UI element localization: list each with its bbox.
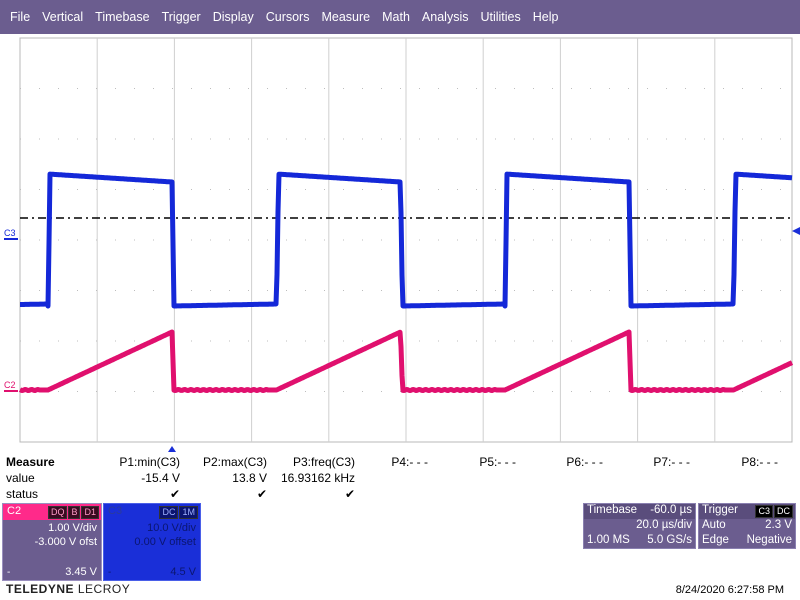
trigger-tag-dc: DC [774,505,793,518]
menu-file[interactable]: File [10,10,31,24]
param-name-p2: P2:max(C3) [202,455,267,469]
trigger-level-arrow-icon [792,227,800,235]
param-value-p2: 13.8 V [232,471,267,485]
param-value-p1: -15.4 V [141,471,180,485]
param-name-p5: P5:- - - [479,455,516,469]
channel-c2-tag-d1: D1 [81,506,99,519]
param-status-p3: ✔ [344,487,355,501]
trigger-type: Edge [702,534,729,546]
channel-c3-name: C3 [108,505,123,517]
menu-bar: File Vertical Timebase Trigger Display Cursor… [0,0,800,34]
trigger-label: Trigger [702,504,738,516]
channel-c2-offset: -3.000 V ofst [34,536,97,548]
datetime-stamp: 8/24/2020 6:27:58 PM [675,584,784,596]
menu-analysis[interactable]: Analysis [421,10,469,24]
channel-c2-foot-right: 3.45 V [65,566,97,578]
param-status-p2: ✔ [256,487,267,501]
param-name-p4: P4:- - - [391,455,428,469]
status-row-label: status [6,487,39,501]
channel-c3-foot-left: - [108,567,112,578]
channel-c3-header: C3 DC 1M [104,504,200,520]
channel-c3-tag-1m: 1M [179,506,198,519]
measure-table[interactable]: Measure value status P1:min(C3) -15.4 V ✔ P… [0,455,800,503]
channel-c2-descriptor[interactable]: C2 DQ B D1 1.00 V/div -3.000 V ofst - 3.45… [2,503,102,581]
channel-c2-name: C2 [7,505,22,517]
menu-cursors[interactable]: Cursors [265,10,310,24]
trigger-level: 2.3 V [765,519,792,531]
trigger-tags: C3 DC [755,505,793,518]
trace-c2-waveform [18,329,794,393]
trigger-tag-c3: C3 [755,505,773,518]
param-name-p8: P8:- - - [741,455,778,469]
trigger-time-marker-icon [168,446,176,452]
measure-title: Measure [6,455,55,469]
channel-c2-tag-dq: DQ [47,506,68,519]
channel-c2-tags: DQ B D1 [47,506,99,519]
channel-c3-tag-dc: DC [159,506,179,519]
brand-light: LECROY [77,582,131,596]
menu-timebase[interactable]: Timebase [95,10,150,24]
channel-c3-foot-right: 4.5 V [170,566,196,578]
param-value-p3: 16.93162 kHz [280,471,355,485]
menu-help[interactable]: Help [532,10,559,24]
menu-utilities[interactable]: Utilities [480,10,521,24]
timebase-descriptor[interactable]: Timebase -60.0 µs 20.0 µs/div 1.00 MS 5.… [583,503,696,549]
param-name-p6: P6:- - - [566,455,603,469]
trigger-slope: Negative [746,534,792,546]
channel-c3-offset: 0.00 V offset [134,536,196,548]
param-status-p1: ✔ [169,487,180,501]
menu-math[interactable]: Math [382,10,410,24]
timebase-tdiv: 20.0 µs/div [636,519,692,531]
param-name-p7: P7:- - - [653,455,690,469]
menu-measure[interactable]: Measure [321,10,371,24]
trace-c3-label: C3 [4,228,16,238]
scope-display[interactable]: C3 C2 [0,34,800,452]
channel-c2-header: C2 DQ B D1 [3,504,101,520]
channel-c3-tags: DC 1M [159,506,198,519]
menu-trigger[interactable]: Trigger [161,10,201,24]
trigger-descriptor[interactable]: Trigger C3 DC Auto 2.3 V Edge Negative [698,503,796,549]
menu-display[interactable]: Display [212,10,254,24]
waveform-grid[interactable]: C3 C2 [0,34,800,452]
timebase-delay: -60.0 µs [650,504,692,516]
timebase-label: Timebase [587,504,638,516]
channel-c2-vdiv: 1.00 V/div [48,522,97,534]
channel-c3-descriptor[interactable]: C3 DC 1M 10.0 V/div 0.00 V offset - 4.5 V [103,503,201,581]
trace-c2-label: C2 [4,380,16,390]
trigger-mode: Auto [702,519,726,531]
param-name-p3: P3:freq(C3) [292,455,355,469]
brand-logo: TELEDYNE LECROY [6,582,130,596]
timebase-rate: 5.0 GS/s [647,534,692,546]
channel-c3-vdiv: 10.0 V/div [147,522,196,534]
menu-vertical[interactable]: Vertical [42,10,84,24]
param-name-p1: P1:min(C3) [119,455,180,469]
timebase-samples: 1.00 MS [587,534,630,546]
channel-c2-foot-left: - [7,567,11,578]
channel-c2-tag-b: B [68,506,81,519]
value-row-label: value [6,471,35,485]
trace-c3-waveform [18,171,794,309]
brand-bold: TELEDYNE [6,582,75,596]
